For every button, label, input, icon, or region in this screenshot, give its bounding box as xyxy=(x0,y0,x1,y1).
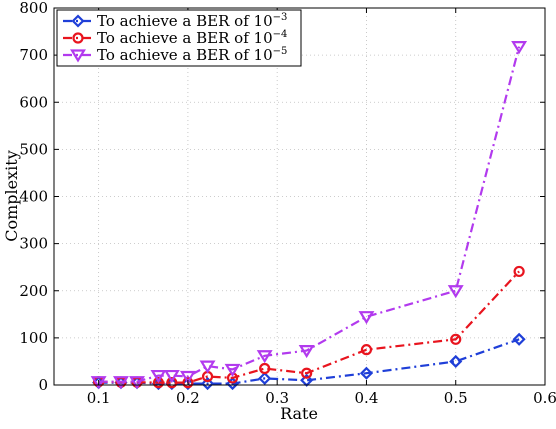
data-point-marker xyxy=(450,333,462,345)
x-axis-title: Rate xyxy=(280,404,318,423)
data-point-marker xyxy=(166,377,178,389)
y-tick-label: 0 xyxy=(38,376,48,394)
data-point-marker xyxy=(360,344,373,356)
y-axis-title: Complexity xyxy=(2,150,21,241)
x-tick-label: 0.4 xyxy=(355,389,379,407)
axes-layer: 0.1 0.2 0.3 0.4 0.5 0.6 0 100 200 300 400 500 600 700… xyxy=(19,0,556,407)
data-point-marker xyxy=(298,344,315,359)
legend-marker xyxy=(70,49,86,63)
data-point-marker xyxy=(301,367,313,379)
data-point-marker xyxy=(152,377,165,389)
legend-box xyxy=(56,9,302,67)
data-point-marker xyxy=(449,354,463,368)
series-2 xyxy=(93,265,525,389)
data-point-marker xyxy=(113,376,129,390)
y-tick-label: 600 xyxy=(19,93,48,111)
data-point-marker xyxy=(447,285,464,299)
y-tick-label: 400 xyxy=(19,188,48,206)
x-tick-label: 0.6 xyxy=(533,389,556,407)
data-point-marker xyxy=(179,370,196,385)
data-point-marker xyxy=(512,332,526,346)
data-point-marker xyxy=(256,350,273,364)
data-point-marker xyxy=(200,377,215,391)
data-point-marker xyxy=(511,41,528,55)
legend-entry-label: To achieve a BER of 10−4 xyxy=(97,29,287,47)
x-tick-label: 0.1 xyxy=(87,389,111,407)
data-point-marker xyxy=(259,362,271,375)
y-tick-label: 700 xyxy=(19,46,48,64)
data-point-marker xyxy=(181,377,195,391)
x-tick-label: 0.5 xyxy=(444,389,468,407)
legend-marker xyxy=(71,14,85,28)
data-point-marker xyxy=(258,371,272,385)
data-point-marker xyxy=(513,265,525,278)
legend-entry-label: To achieve a BER of 10−3 xyxy=(97,12,287,30)
data-point-marker xyxy=(224,363,241,377)
legend-entry-label: To achieve a BER of 10−5 xyxy=(97,46,287,64)
series-line xyxy=(98,46,521,383)
data-point-marker xyxy=(199,360,216,374)
data-point-marker xyxy=(150,369,167,384)
y-tick-label: 200 xyxy=(19,282,48,300)
x-tick-label: 0.3 xyxy=(265,389,289,407)
data-point-marker xyxy=(359,366,374,380)
series-3 xyxy=(90,41,528,390)
data-point-marker xyxy=(182,377,194,389)
legend: To achieve a BER of 10−3To achieve a BER… xyxy=(56,9,302,67)
data-point-marker xyxy=(129,376,145,390)
data-point-marker xyxy=(90,376,107,390)
y-tick-label: 800 xyxy=(19,0,48,17)
y-tick-label: 500 xyxy=(19,140,48,158)
data-point-marker xyxy=(358,311,375,325)
y-tick-label: 100 xyxy=(19,329,48,347)
y-tick-label: 300 xyxy=(19,235,48,253)
x-tick-label: 0.2 xyxy=(176,389,200,407)
legend-marker xyxy=(72,32,84,44)
data-point-marker xyxy=(163,369,180,384)
series-layer xyxy=(90,41,528,391)
